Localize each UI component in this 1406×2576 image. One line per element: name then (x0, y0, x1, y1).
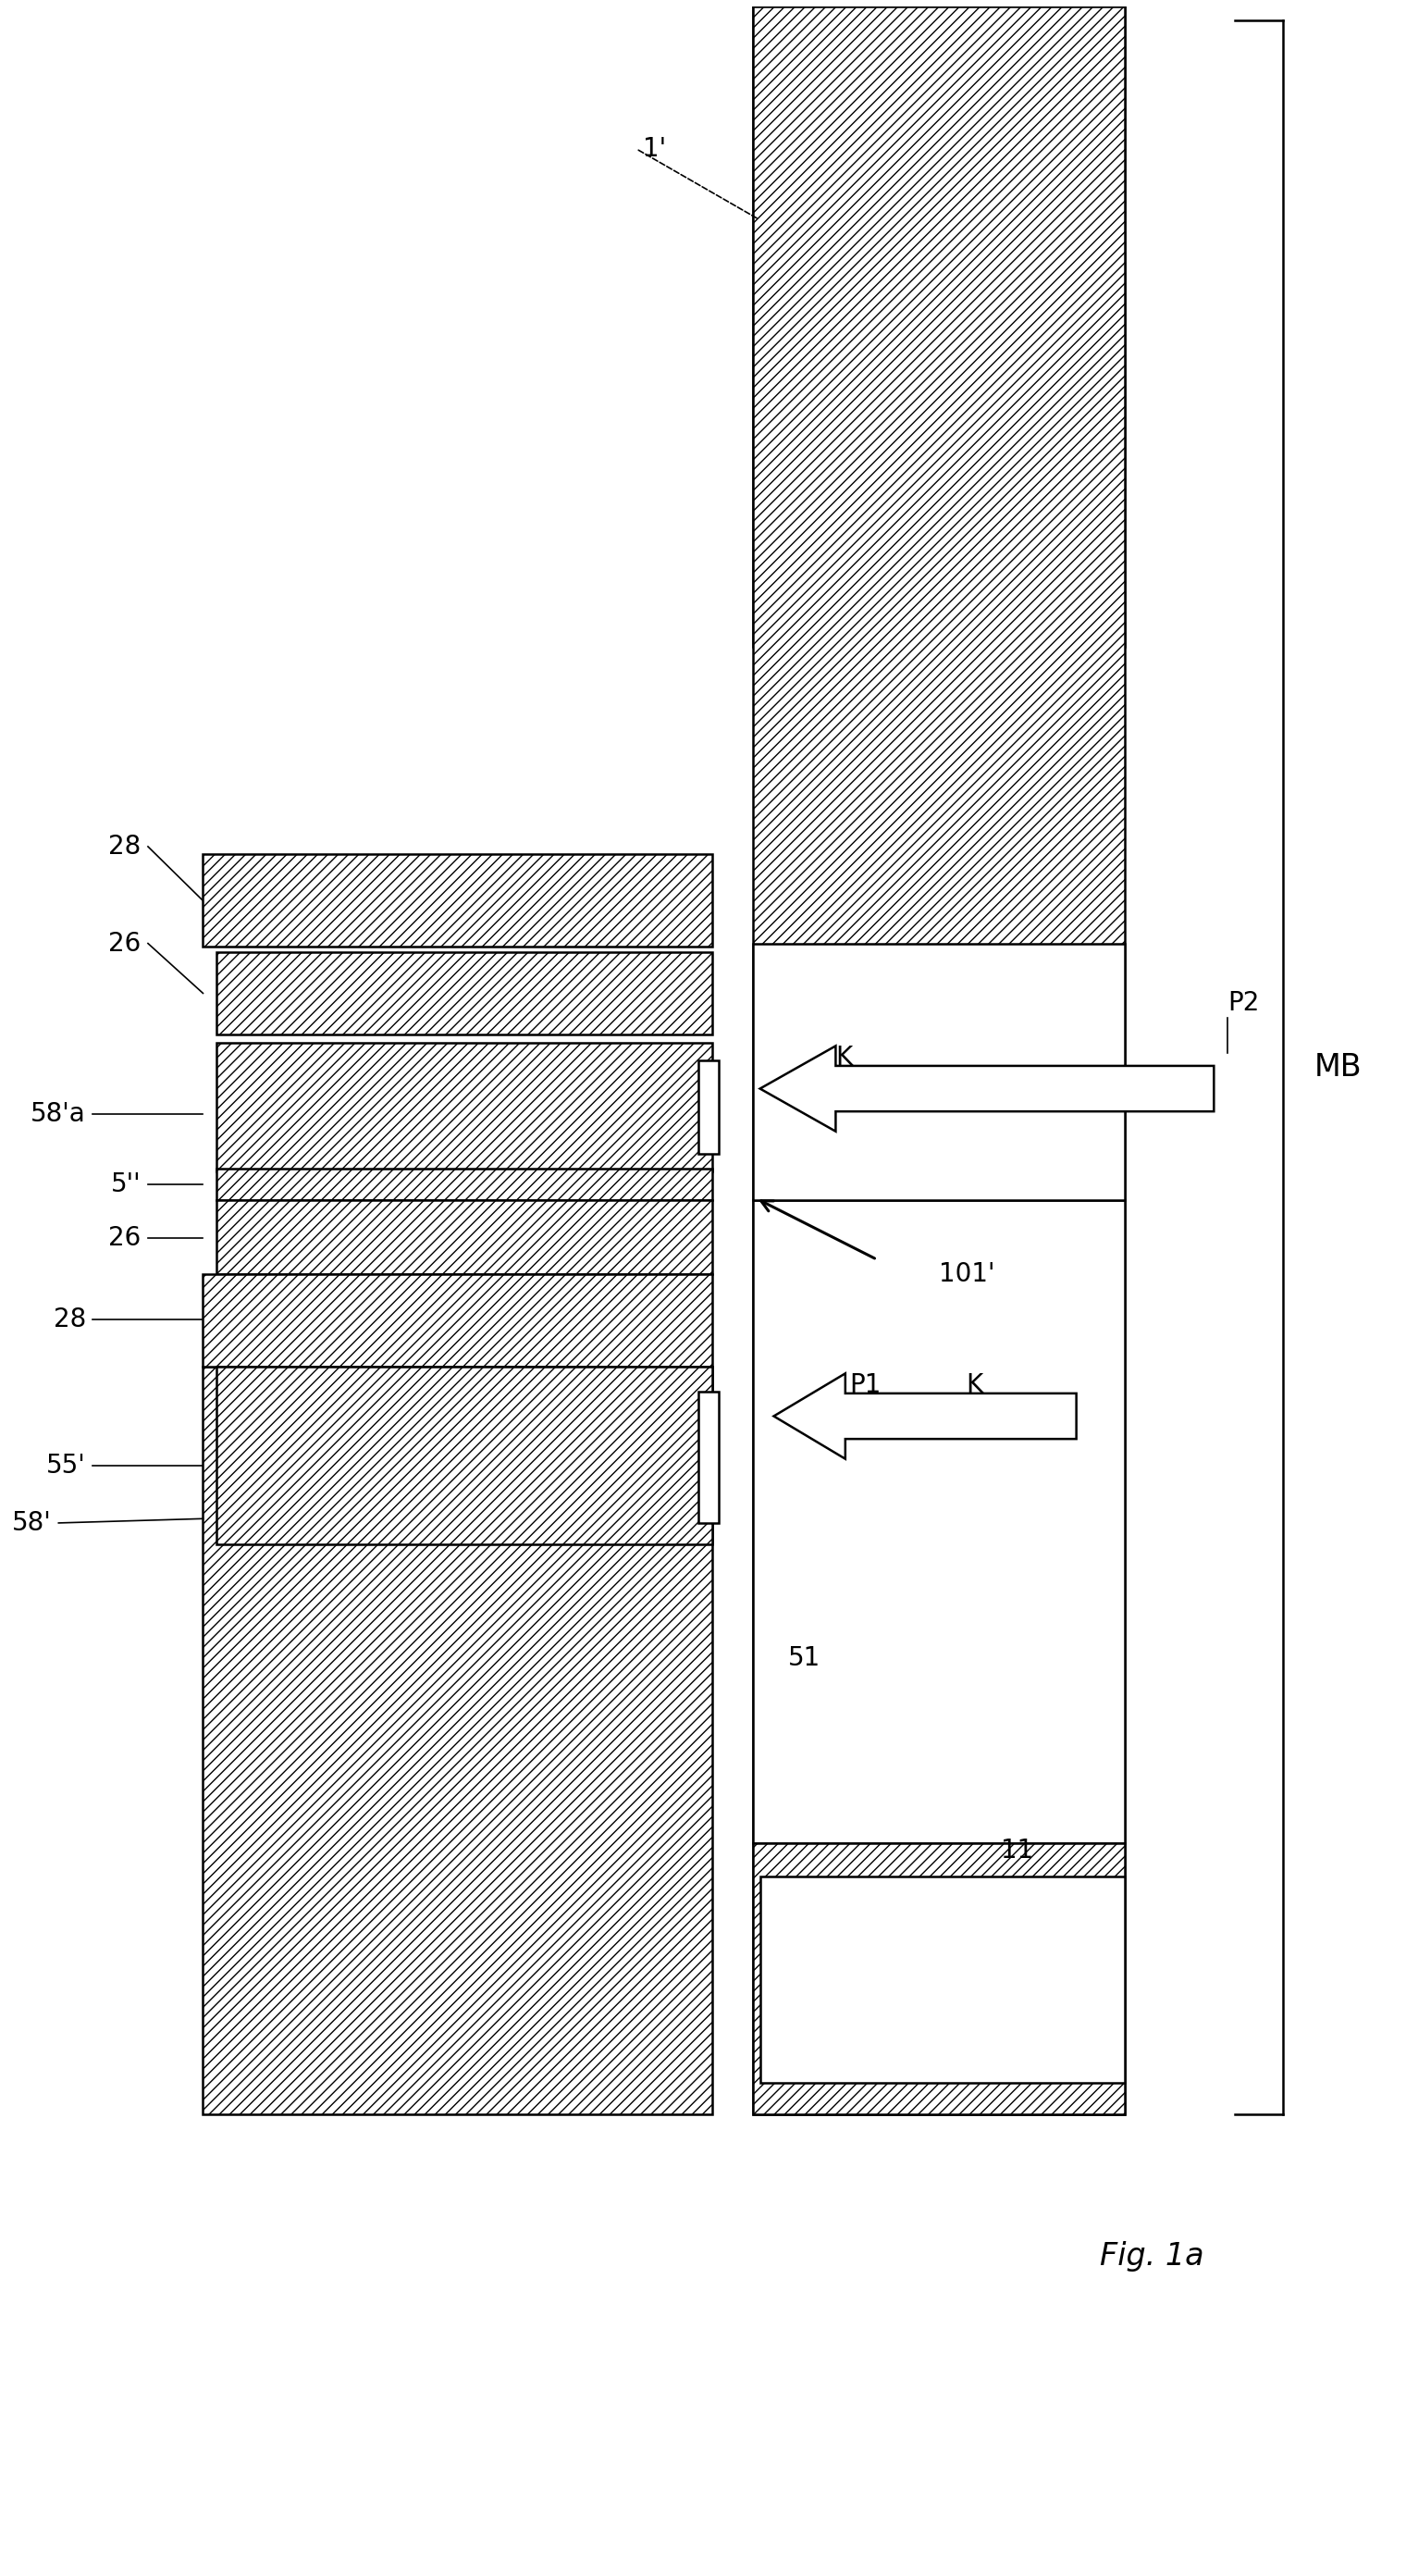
Text: 26: 26 (108, 1226, 141, 1252)
Bar (699, 1061, 718, 1154)
Text: 28: 28 (108, 835, 141, 860)
Text: K: K (835, 1043, 852, 1069)
Text: 101': 101' (939, 1260, 995, 1288)
Text: 55': 55' (46, 1453, 86, 1479)
Bar (761, 1875, 1125, 2081)
Text: P1: P1 (849, 1373, 882, 1399)
Bar (754, 1200, 1125, 1844)
Bar (217, 1200, 711, 1273)
Text: 28: 28 (53, 1306, 86, 1332)
Bar (754, 943, 1125, 1200)
Bar (217, 953, 711, 1036)
Text: 1': 1' (643, 137, 666, 162)
Bar (754, 5, 1125, 2115)
Text: 58'a: 58'a (31, 1103, 86, 1128)
Text: P2: P2 (1227, 989, 1260, 1015)
Bar (754, 5, 1125, 647)
Text: 5'': 5'' (111, 1172, 141, 1198)
Bar (699, 1391, 718, 1522)
FancyArrow shape (761, 1046, 1213, 1131)
Text: 58': 58' (13, 1510, 52, 1535)
Text: K: K (966, 1373, 983, 1399)
Bar (202, 853, 711, 945)
Text: Fig. 1a: Fig. 1a (1099, 2241, 1204, 2272)
Bar (217, 1365, 711, 1546)
Bar (202, 1365, 711, 2115)
Text: 51: 51 (787, 1646, 820, 1672)
Bar (217, 1170, 711, 1200)
FancyArrow shape (773, 1373, 1077, 1458)
Bar (202, 1273, 711, 1365)
Bar (754, 1844, 1125, 2115)
Text: 11: 11 (1001, 1837, 1033, 1862)
Bar (217, 1043, 711, 1172)
Text: 26: 26 (108, 930, 141, 956)
Text: MB: MB (1313, 1051, 1361, 1082)
